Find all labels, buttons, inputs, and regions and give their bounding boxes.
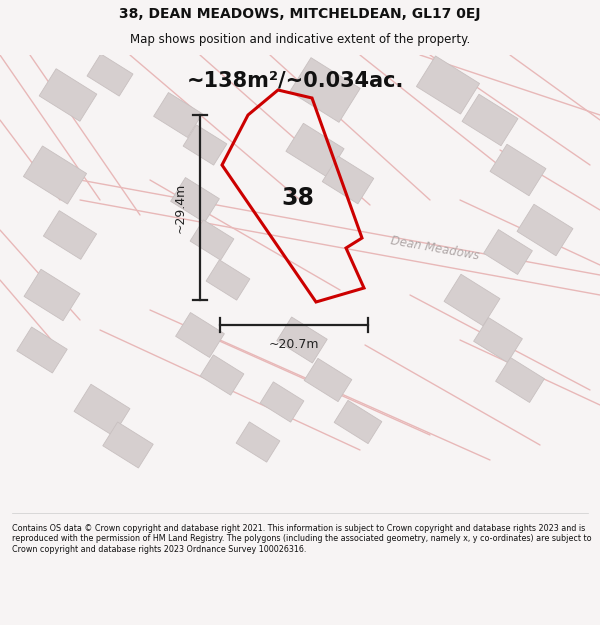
Polygon shape (23, 146, 86, 204)
Polygon shape (304, 358, 352, 402)
Text: Dean Meadows: Dean Meadows (389, 234, 481, 262)
Polygon shape (39, 69, 97, 121)
Polygon shape (103, 422, 153, 468)
Polygon shape (176, 312, 224, 358)
Polygon shape (236, 422, 280, 462)
Polygon shape (190, 220, 234, 260)
Text: 38, DEAN MEADOWS, MITCHELDEAN, GL17 0EJ: 38, DEAN MEADOWS, MITCHELDEAN, GL17 0EJ (119, 7, 481, 21)
Text: ~138m²/~0.034ac.: ~138m²/~0.034ac. (187, 70, 404, 90)
Polygon shape (206, 260, 250, 300)
Text: ~20.7m: ~20.7m (269, 339, 319, 351)
Polygon shape (170, 177, 220, 222)
Polygon shape (24, 269, 80, 321)
Polygon shape (277, 317, 327, 363)
Text: ~29.4m: ~29.4m (173, 182, 187, 232)
Polygon shape (517, 204, 573, 256)
Polygon shape (484, 229, 532, 274)
Polygon shape (444, 274, 500, 326)
Polygon shape (74, 384, 130, 436)
Polygon shape (462, 94, 518, 146)
Polygon shape (260, 382, 304, 422)
Polygon shape (490, 144, 546, 196)
Polygon shape (43, 211, 97, 259)
Polygon shape (322, 156, 374, 204)
Text: Map shows position and indicative extent of the property.: Map shows position and indicative extent… (130, 33, 470, 46)
Text: Contains OS data © Crown copyright and database right 2021. This information is : Contains OS data © Crown copyright and d… (12, 524, 592, 554)
Polygon shape (290, 58, 360, 122)
Polygon shape (87, 54, 133, 96)
Text: 38: 38 (281, 186, 314, 210)
Polygon shape (496, 357, 544, 402)
Polygon shape (416, 56, 479, 114)
Polygon shape (334, 401, 382, 444)
Polygon shape (200, 355, 244, 395)
Polygon shape (183, 125, 227, 165)
Polygon shape (154, 92, 202, 138)
Polygon shape (17, 327, 67, 373)
Polygon shape (286, 123, 344, 177)
Polygon shape (473, 318, 523, 362)
